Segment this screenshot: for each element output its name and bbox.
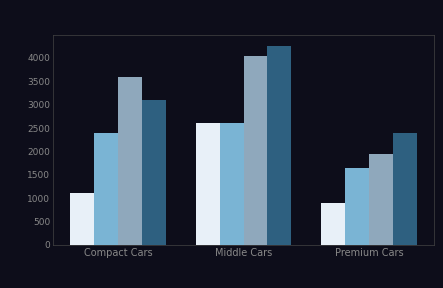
- Bar: [118, 77, 142, 245]
- Bar: [369, 154, 393, 245]
- Bar: [220, 123, 244, 245]
- Bar: [345, 168, 369, 245]
- Bar: [322, 203, 345, 245]
- Bar: [196, 123, 220, 245]
- Bar: [70, 194, 94, 245]
- Bar: [268, 46, 291, 245]
- Bar: [244, 56, 268, 245]
- Bar: [142, 100, 166, 245]
- Bar: [94, 133, 118, 245]
- Bar: [393, 133, 417, 245]
- Legend: S1, S2, S3, S4: S1, S2, S3, S4: [189, 0, 298, 2]
